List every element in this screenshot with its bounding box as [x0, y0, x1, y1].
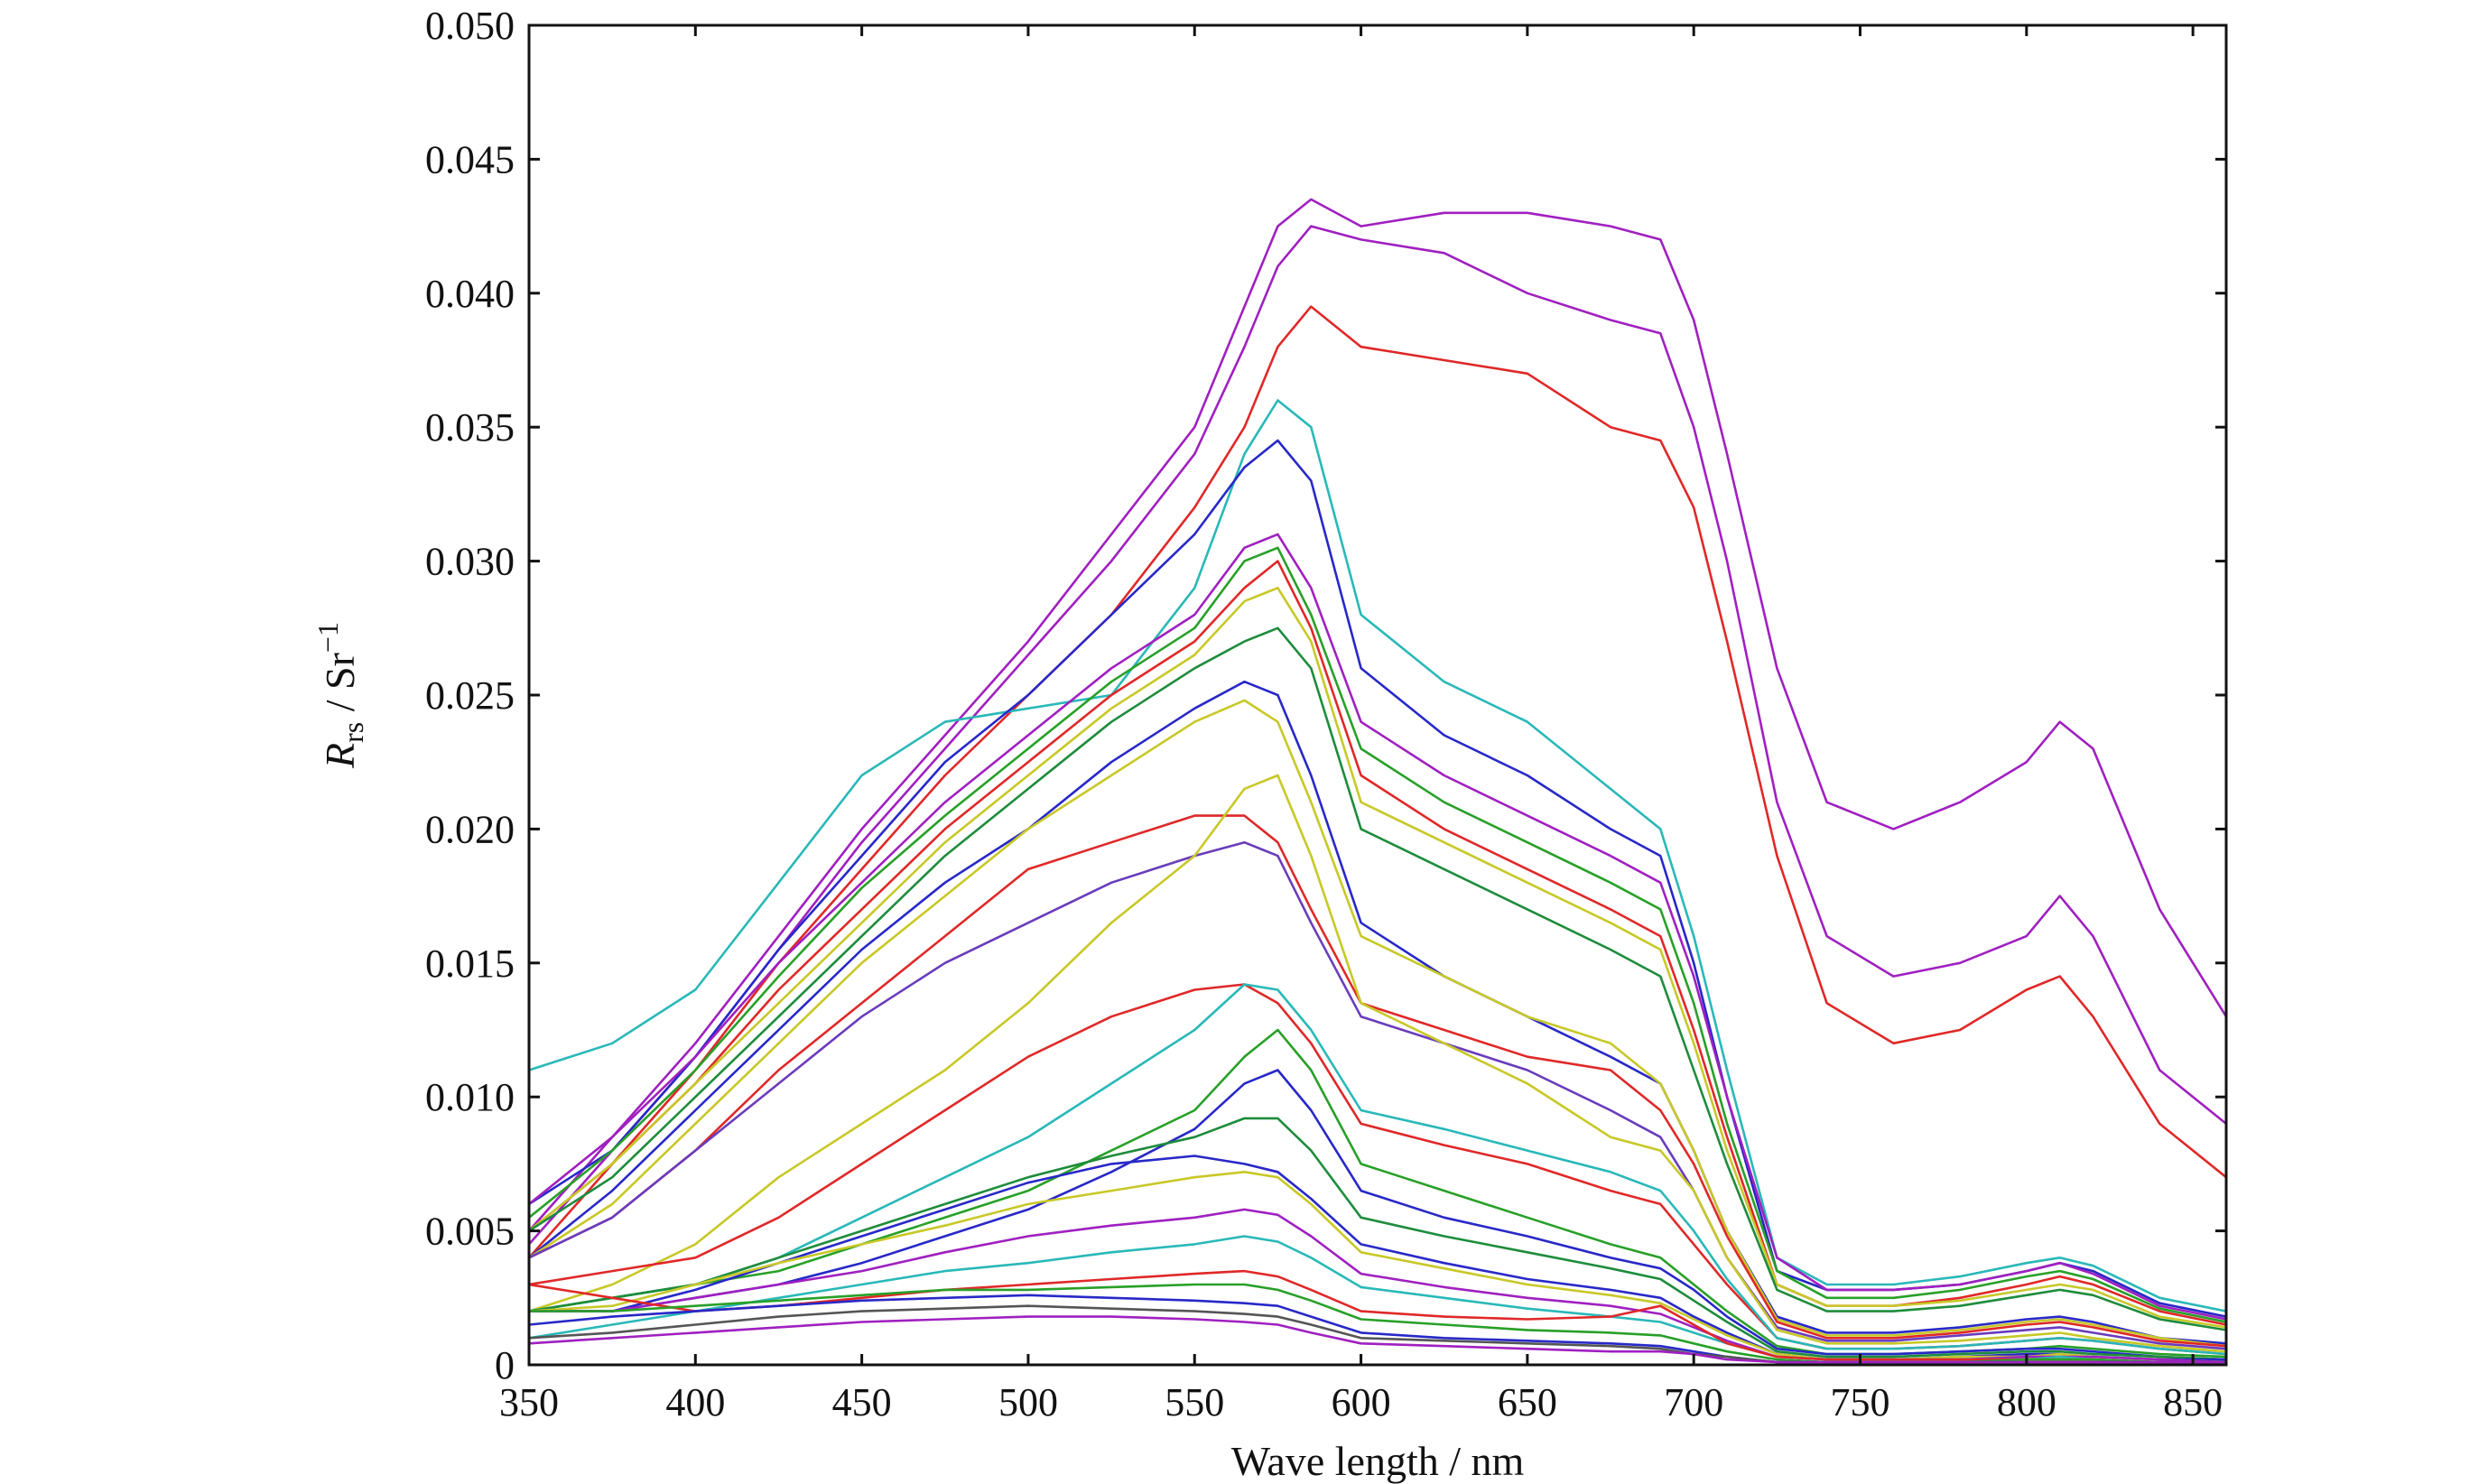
y-tick-label: 0.040 — [425, 272, 515, 316]
y-tick-label: 0 — [495, 1343, 515, 1387]
series-line-10 — [529, 626, 2226, 1331]
series-line-13 — [529, 814, 2226, 1348]
y-tick-label: 0.025 — [425, 673, 515, 718]
x-tick-label: 600 — [1332, 1380, 1391, 1424]
y-tick-label: 0.015 — [425, 941, 515, 986]
x-tick-label: 800 — [1997, 1380, 2056, 1424]
series-line-25 — [529, 1269, 2226, 1364]
x-axis-label: Wave length / nm — [1231, 1438, 1525, 1484]
series-line-5 — [529, 439, 2226, 1318]
x-tick-label: 700 — [1664, 1380, 1723, 1424]
y-tick-label: 0.020 — [425, 807, 515, 851]
y-axis-label-base: R — [317, 743, 363, 769]
y-tick-label: 0.035 — [425, 405, 515, 450]
series-line-2 — [529, 225, 2226, 1246]
x-tick-label: 400 — [665, 1380, 725, 1424]
series-line-17 — [529, 983, 2226, 1356]
x-tick-label: 450 — [832, 1380, 892, 1424]
x-tick-label: 850 — [2163, 1380, 2223, 1424]
series-line-8 — [529, 560, 2226, 1326]
series-line-3 — [529, 305, 2226, 1259]
series-line-29 — [529, 1315, 2226, 1364]
y-axis-label: Rrs / Sr−1 — [311, 622, 369, 769]
series-line-9 — [529, 587, 2226, 1329]
series-line-15 — [529, 774, 2226, 1353]
series-line-23 — [529, 1208, 2226, 1364]
x-tick-label: 500 — [998, 1380, 1058, 1424]
x-tick-label: 650 — [1498, 1380, 1557, 1424]
series-line-22 — [529, 1171, 2226, 1364]
axis-ticks: 350 400 450 500 550 600 650 700 750 800 850 0 0.005 0… — [425, 4, 2226, 1424]
series-line-7 — [529, 546, 2226, 1323]
series-line-21 — [529, 1155, 2226, 1361]
series-line-12 — [529, 699, 2226, 1348]
y-tick-label: 0.045 — [425, 137, 515, 181]
series-line-26 — [529, 1283, 2226, 1364]
y-tick-label: 0.050 — [425, 4, 515, 48]
y-tick-label: 0.005 — [425, 1210, 515, 1254]
series-line-6 — [529, 533, 2226, 1321]
y-tick-label: 0.030 — [425, 540, 515, 584]
y-axis-label-subscript: rs — [337, 722, 369, 743]
series-line-14 — [529, 840, 2226, 1350]
plot-frame — [527, 23, 2228, 1367]
series-line-1 — [529, 198, 2226, 1232]
x-tick-label: 350 — [499, 1380, 559, 1424]
y-axis-label-superscript: −1 — [311, 622, 344, 653]
x-tick-label: 750 — [1831, 1380, 1890, 1424]
series-line-4 — [529, 399, 2226, 1312]
series-line-20 — [529, 1117, 2226, 1361]
series-layer — [529, 198, 2226, 1364]
series-line-19 — [529, 1069, 2226, 1361]
y-tick-label: 0.010 — [425, 1075, 515, 1119]
x-tick-label: 550 — [1165, 1380, 1224, 1424]
y-axis-label-unit: / Sr — [317, 653, 363, 722]
